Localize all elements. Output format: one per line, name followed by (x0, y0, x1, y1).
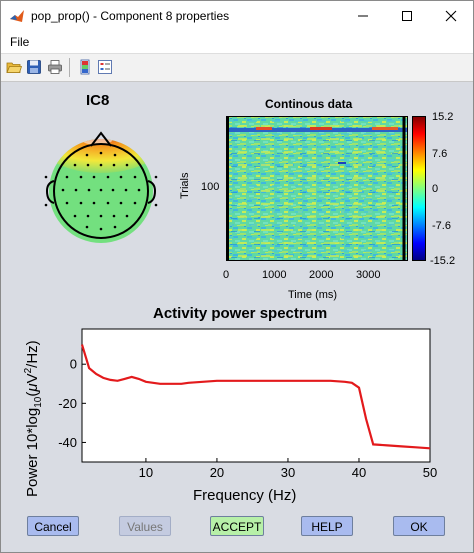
erpimage-xtick: 2000 (309, 269, 334, 281)
window-title: pop_prop() - Component 8 properties (31, 9, 230, 23)
minimize-button[interactable] (341, 1, 385, 31)
colorbar-tick: -15.2 (430, 255, 456, 267)
save-icon[interactable] (26, 59, 42, 75)
erpimage-ylabel: Trials (179, 172, 191, 199)
colorbar-tick: 15.2 (432, 111, 454, 123)
colorbar-tick: -7.6 (432, 220, 451, 232)
spectrum-ytick-label: -40 (58, 435, 77, 450)
colorbar-tick: 7.6 (432, 148, 448, 160)
erpimage-plot (226, 116, 408, 261)
spectrum-xticks: 10 20 30 40 50 (139, 458, 437, 480)
colorbar-icon[interactable] (77, 59, 93, 75)
maximize-icon (402, 11, 412, 21)
topomap-title: IC8 (86, 92, 110, 109)
print-icon[interactable] (47, 59, 63, 75)
electrode-dots (44, 151, 158, 231)
close-icon (445, 10, 457, 22)
legend-icon[interactable] (97, 59, 113, 75)
accept-button[interactable]: ACCEPT (210, 516, 264, 536)
spectrum-ylabel: Power 10*log10(μV2/Hz) (23, 340, 44, 497)
maximize-button[interactable] (385, 1, 429, 31)
spectrum-axes (81, 328, 431, 463)
help-button[interactable]: HELP (301, 516, 353, 536)
menu-file[interactable]: File (10, 35, 30, 49)
ok-button[interactable]: OK (393, 516, 445, 536)
cancel-button[interactable]: Cancel (27, 516, 79, 536)
erpimage-xtick: 0 (223, 269, 230, 281)
erpimage-xlabel: Time (ms) (288, 289, 338, 301)
colorbar (412, 116, 426, 261)
menu-bar: File (1, 31, 473, 53)
toolbar (1, 53, 473, 82)
erpimage-xtick: 1000 (262, 269, 287, 281)
spectrum-ytick-label: -20 (58, 396, 77, 411)
erpimage-ytick: 100 (201, 181, 220, 193)
values-button[interactable]: Values (119, 516, 171, 536)
spectrum-xtick-label: 10 (139, 465, 153, 480)
spectrum-chart: 10 20 30 40 50 0 -20 -40 (58, 328, 437, 480)
colorbar-tick: 0 (432, 183, 439, 195)
minimize-icon (358, 15, 368, 17)
close-button[interactable] (429, 1, 473, 31)
open-file-icon[interactable] (6, 59, 22, 75)
spectrum-xtick-label: 20 (210, 465, 224, 480)
spectrum-yticks: 0 -20 -40 (58, 357, 86, 450)
title-bar: pop_prop() - Component 8 properties (1, 1, 473, 31)
toolbar-separator (69, 58, 70, 77)
spectrum-xtick-label: 40 (352, 465, 366, 480)
spectrum-xtick-label: 50 (423, 465, 437, 480)
erpimage-title: Continous data (265, 97, 353, 111)
erpimage-xtick: 3000 (356, 269, 381, 281)
spectrum-title: Activity power spectrum (153, 305, 328, 322)
matlab-app-icon (10, 10, 24, 22)
figure-area: IC8 (1, 81, 473, 552)
scalp-topomap (44, 131, 158, 243)
spectrum-ytick-label: 0 (70, 357, 77, 372)
spectrum-xlabel: Frequency (Hz) (193, 487, 297, 504)
spectrum-line (80, 344, 431, 450)
spectrum-xtick-label: 30 (281, 465, 295, 480)
